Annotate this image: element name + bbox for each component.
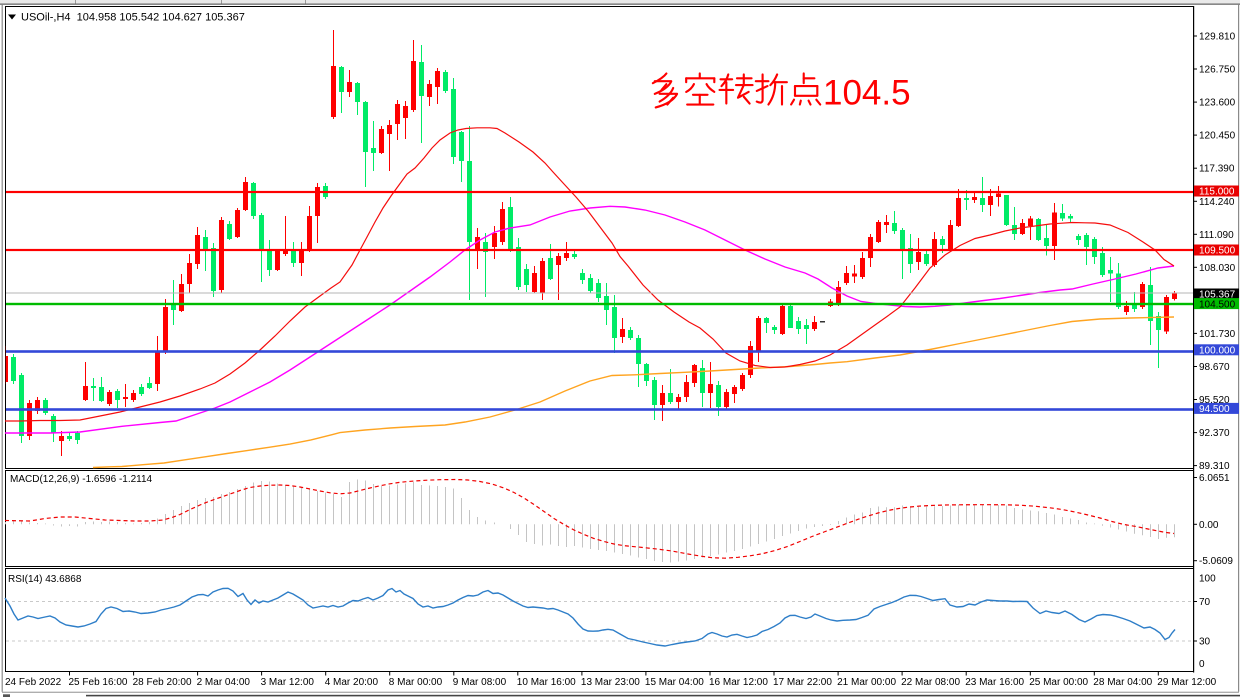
- svg-text:3 Mar 12:00: 3 Mar 12:00: [261, 677, 315, 688]
- svg-text:114.240: 114.240: [1199, 197, 1235, 208]
- svg-text:22 Mar 08:00: 22 Mar 08:00: [901, 677, 960, 688]
- svg-text:108.030: 108.030: [1199, 263, 1236, 274]
- svg-text:104.500: 104.500: [1199, 299, 1236, 310]
- svg-text:USOil-,H4 104.958 105.542 104: USOil-,H4 104.958 105.542 104.627 105.36…: [21, 12, 245, 24]
- svg-text:117.390: 117.390: [1199, 164, 1235, 175]
- svg-text:70: 70: [1199, 597, 1211, 608]
- svg-text:6.0651: 6.0651: [1199, 473, 1230, 484]
- svg-text:105.367: 105.367: [1199, 290, 1236, 301]
- svg-text:126.750: 126.750: [1199, 65, 1236, 76]
- svg-text:104.5: 104.5: [823, 74, 911, 113]
- svg-text:17 Mar 22:00: 17 Mar 22:00: [773, 677, 832, 688]
- svg-text:28 Mar 04:00: 28 Mar 04:00: [1093, 677, 1152, 688]
- svg-text:28 Feb 20:00: 28 Feb 20:00: [133, 677, 192, 688]
- svg-text:100: 100: [1199, 574, 1216, 585]
- svg-text:21 Mar 00:00: 21 Mar 00:00: [837, 677, 896, 688]
- svg-text:2 Mar 04:00: 2 Mar 04:00: [197, 677, 251, 688]
- svg-text:15 Mar 04:00: 15 Mar 04:00: [645, 677, 704, 688]
- svg-text:MACD(12,26,9) -1.6596 -1.2114: MACD(12,26,9) -1.6596 -1.2114: [10, 474, 153, 485]
- svg-text:10 Mar 16:00: 10 Mar 16:00: [517, 677, 576, 688]
- svg-text:101.730: 101.730: [1199, 329, 1236, 340]
- svg-text:13 Mar 23:00: 13 Mar 23:00: [581, 677, 640, 688]
- svg-text:0.00: 0.00: [1199, 520, 1219, 531]
- svg-text:16 Mar 12:00: 16 Mar 12:00: [709, 677, 768, 688]
- svg-text:100.000: 100.000: [1199, 346, 1236, 357]
- svg-text:95.520: 95.520: [1199, 395, 1230, 406]
- svg-text:111.090: 111.090: [1199, 230, 1234, 241]
- svg-text:30: 30: [1199, 637, 1211, 648]
- svg-text:89.310: 89.310: [1199, 461, 1230, 472]
- svg-text:98.670: 98.670: [1199, 362, 1230, 373]
- svg-text:109.500: 109.500: [1199, 246, 1236, 257]
- svg-text:9 Mar 08:00: 9 Mar 08:00: [453, 677, 507, 688]
- svg-text:129.810: 129.810: [1199, 32, 1236, 43]
- svg-text:115.000: 115.000: [1199, 187, 1235, 198]
- svg-text:4 Mar 20:00: 4 Mar 20:00: [325, 677, 379, 688]
- svg-text:RSI(14) 43.6868: RSI(14) 43.6868: [8, 574, 82, 585]
- svg-text:92.370: 92.370: [1199, 428, 1230, 439]
- svg-text:25 Mar 00:00: 25 Mar 00:00: [1029, 677, 1088, 688]
- svg-text:120.450: 120.450: [1199, 131, 1236, 142]
- svg-text:0: 0: [1199, 659, 1205, 670]
- svg-text:-5.0609: -5.0609: [1199, 556, 1233, 567]
- svg-text:24 Feb 2022: 24 Feb 2022: [5, 677, 62, 688]
- svg-text:94.500: 94.500: [1199, 404, 1230, 415]
- svg-text:25 Feb 16:00: 25 Feb 16:00: [69, 677, 128, 688]
- svg-text:23 Mar 16:00: 23 Mar 16:00: [965, 677, 1024, 688]
- svg-text:8 Mar 00:00: 8 Mar 00:00: [389, 677, 443, 688]
- svg-text:123.600: 123.600: [1199, 98, 1236, 109]
- svg-text:29 Mar 12:00: 29 Mar 12:00: [1157, 677, 1216, 688]
